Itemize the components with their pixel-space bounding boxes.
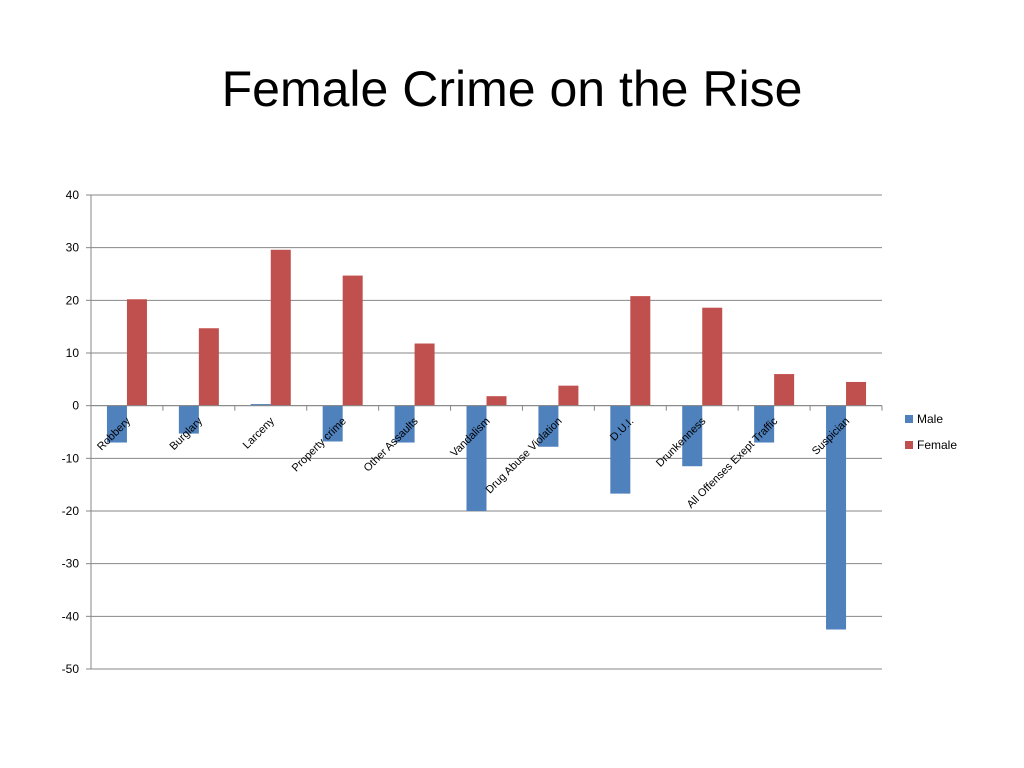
bar-male <box>394 405 415 443</box>
bar-female <box>846 381 867 406</box>
y-tick-label: 40 <box>66 188 80 202</box>
category-label: Larceny <box>241 415 278 452</box>
bar-male <box>754 405 775 443</box>
category-label: Other Assaults <box>362 415 421 474</box>
y-tick-label: 20 <box>66 293 80 307</box>
y-tick-label: -40 <box>62 609 80 623</box>
y-tick-label: 30 <box>66 241 80 255</box>
bar-female <box>126 299 147 406</box>
legend-label-male: Male <box>917 412 943 426</box>
bar-female <box>630 296 651 406</box>
bar-male <box>682 405 703 467</box>
bar-male <box>322 405 343 442</box>
bar-male <box>538 405 559 447</box>
y-tick-label: -20 <box>62 504 80 518</box>
legend-label-female: Female <box>917 438 957 452</box>
bar-male <box>826 405 847 630</box>
bar-female <box>486 396 507 406</box>
legend-swatch-female <box>905 441 913 449</box>
bar-female <box>414 343 435 406</box>
bar-female <box>342 275 363 406</box>
bar-male <box>106 405 127 443</box>
bars <box>106 249 867 630</box>
bar-female <box>702 307 723 406</box>
y-tick-label: 0 <box>72 399 79 413</box>
y-tick-label: -10 <box>62 451 80 465</box>
bar-female <box>198 328 219 406</box>
bar-male <box>466 405 487 511</box>
y-tick-label: -50 <box>62 662 80 676</box>
legend-swatch-male <box>905 415 913 423</box>
bar-male <box>250 404 271 406</box>
legend: Male Female <box>905 412 957 452</box>
y-tick-label: 10 <box>66 346 80 360</box>
category-label: Property crime <box>290 415 349 474</box>
bar-female <box>774 374 795 406</box>
category-label: Drug Abuse Violation <box>484 415 565 496</box>
y-axis: 40 30 20 10 0 -10 -20 -30 -40 -50 <box>62 188 92 676</box>
slide-title: Female Crime on the Rise <box>221 61 803 117</box>
x-axis <box>90 405 883 411</box>
y-tick-label: -30 <box>62 557 80 571</box>
bar-male <box>178 405 199 434</box>
bar-male <box>610 405 631 494</box>
bar-female <box>270 249 291 406</box>
bar-female <box>558 385 579 406</box>
